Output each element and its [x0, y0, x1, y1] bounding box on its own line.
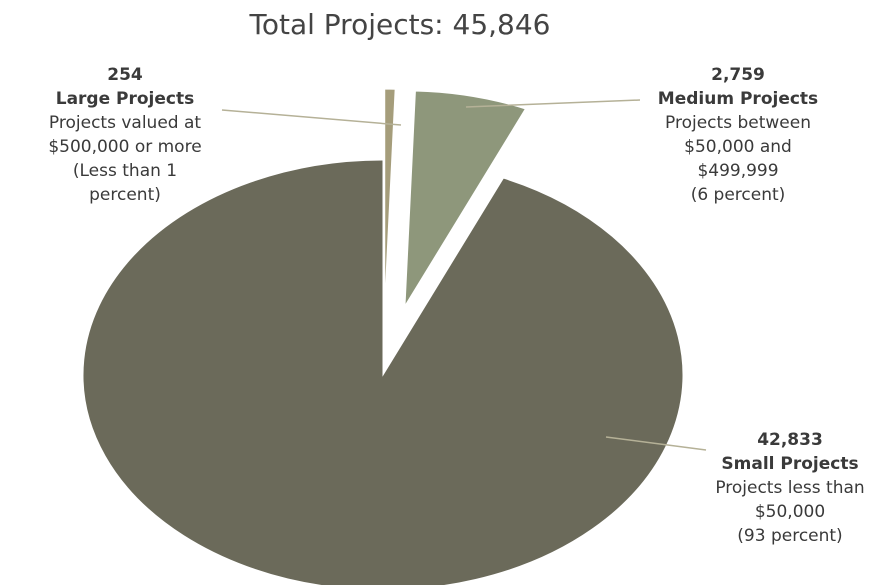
category-label: Small Projects [721, 454, 858, 474]
leader-line [605, 436, 707, 451]
value-label: 254 [107, 65, 143, 85]
description-line: (93 percent) [737, 526, 842, 546]
leader-line [221, 109, 402, 126]
description-line: $50,000 [755, 502, 825, 522]
pie-slice [384, 88, 396, 305]
chart-title: Total Projects: 45,846 [249, 8, 551, 41]
value-label: 42,833 [757, 430, 823, 450]
description-line: Projects between [665, 113, 811, 133]
description-line: $500,000 or more [48, 137, 201, 157]
description-line: $499,999 [697, 161, 778, 181]
description-line: (6 percent) [691, 185, 786, 205]
leader-line [465, 99, 641, 108]
value-label: 2,759 [711, 65, 765, 85]
description-line: Projects less than [715, 478, 864, 498]
pie-slice [82, 159, 684, 585]
category-label: Large Projects [56, 89, 195, 109]
description-line: (Less than 1 [73, 161, 177, 181]
description-line: percent) [89, 185, 161, 205]
pie-slice [404, 90, 527, 307]
category-label: Medium Projects [658, 89, 818, 109]
description-line: Projects valued at [49, 113, 201, 133]
description-line: $50,000 and [684, 137, 792, 157]
